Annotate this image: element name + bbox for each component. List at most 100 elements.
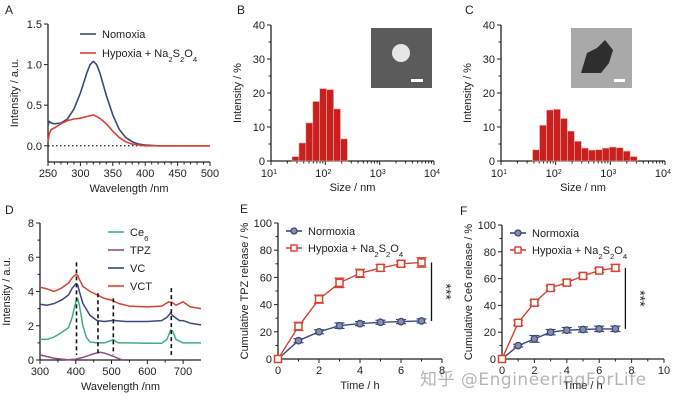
histogram-bar: [305, 122, 314, 162]
data-point: [513, 318, 523, 328]
x-tick-label: 700: [174, 366, 192, 378]
x-tick-label: 4: [564, 365, 570, 377]
x-tick-label: 101: [261, 168, 277, 180]
data-point: [594, 266, 604, 275]
panel-label: D: [5, 203, 14, 217]
histogram-bar: [567, 130, 575, 162]
data-point: [530, 298, 539, 307]
y-tick-label: 20: [484, 327, 496, 339]
data-point: [417, 317, 426, 325]
panel-label: A: [5, 3, 13, 17]
histogram-bar: [608, 146, 617, 162]
data-point: [314, 294, 324, 304]
data-point: [376, 263, 385, 273]
histogram-bar: [574, 140, 582, 162]
y-tick-label: 0: [259, 156, 265, 168]
y-tick-label: 40: [260, 300, 272, 312]
x-tick-label: 6: [398, 365, 404, 377]
x-tick-label: 350: [104, 168, 122, 180]
histogram-bar: [312, 101, 321, 162]
y-tick-label: 100: [478, 220, 496, 232]
x-tick-label: 102: [315, 168, 331, 180]
legend-marker: [514, 246, 522, 254]
x-axis-label: Size / nm: [330, 182, 376, 194]
x-tick-label: 4: [357, 365, 363, 377]
histogram-bar: [291, 156, 300, 162]
x-tick-label: 102: [546, 168, 562, 180]
data-point: [397, 317, 405, 326]
x-axis-label: Time / h: [340, 380, 379, 392]
y-tick-label: 8: [28, 218, 34, 230]
x-tick-label: 600: [138, 366, 156, 378]
scale-bar: [614, 79, 625, 82]
y-axis-label: Cumulative TPZ release / %: [239, 222, 251, 359]
data-point: [530, 335, 539, 343]
x-tick-label: 500: [201, 168, 219, 180]
series-line: [39, 273, 202, 310]
histogram-bar: [333, 108, 341, 162]
data-point: [595, 324, 604, 333]
histogram-bar: [629, 156, 638, 162]
x-axis-label: Size / nm: [560, 182, 606, 194]
panel-label: F: [460, 204, 467, 218]
panel-label: C: [465, 3, 474, 17]
histogram-bar: [298, 142, 307, 162]
y-tick-label: 0.5: [27, 100, 42, 112]
legend-label: TPZ: [130, 245, 151, 257]
y-tick-label: 1.0: [27, 60, 42, 72]
y-tick-label: 10: [253, 122, 265, 134]
data-point: [546, 283, 555, 293]
data-point: [294, 336, 303, 345]
y-tick-label: 20: [253, 88, 265, 100]
y-tick-label: 60: [484, 274, 496, 286]
y-tick-label: 0: [266, 354, 272, 366]
data-point: [417, 258, 426, 267]
tem-particle: [392, 44, 410, 62]
x-tick-label: 450: [168, 168, 186, 180]
x-tick-label: 0: [499, 365, 505, 377]
y-tick-label: 30: [483, 54, 495, 66]
legend-label: Hypoxia + Na2S2O4: [308, 243, 404, 259]
data-point: [514, 341, 523, 350]
y-tick-label: 30: [253, 54, 265, 66]
series-line: [47, 60, 210, 147]
panel-c: C 0 10 20 30 40 101 102 103 104 Size / nm Intensity…: [462, 3, 671, 194]
data-point: [611, 263, 620, 273]
data-point: [355, 269, 365, 278]
series-line: [39, 283, 202, 326]
x-tick-label: 2: [531, 365, 537, 377]
y-tick-label: 40: [253, 20, 265, 32]
x-axis-label: Wavelength /nm: [89, 183, 168, 195]
y-tick-label: 0: [489, 156, 495, 168]
y-tick-label: 20: [483, 88, 495, 100]
x-tick-label: 6: [596, 365, 602, 377]
y-axis-label: Intensity / a.u.: [9, 59, 21, 127]
legend-marker: [290, 244, 298, 252]
x-tick-label: 8: [629, 365, 635, 377]
series-line: [277, 261, 422, 360]
panel-d: D 0 2 4 6 8 300 400 500 600 700 Wavelength /nm Inten…: [1, 203, 202, 393]
x-tick-label: 250: [39, 168, 57, 180]
data-point: [579, 325, 587, 334]
y-tick-label: 0: [28, 355, 34, 367]
histogram-bar: [581, 147, 589, 162]
y-tick-label: 100: [254, 218, 272, 230]
x-axis-label: Time / h: [563, 380, 602, 392]
data-point: [562, 278, 572, 287]
legend-marker: [514, 229, 522, 237]
data-point: [562, 326, 571, 335]
significance-label: ***: [439, 284, 455, 301]
x-tick-label: 300: [31, 366, 49, 378]
legend-label: Normoxia: [532, 228, 580, 240]
y-axis-label: Intensity / %: [462, 63, 474, 123]
panel-label: B: [237, 3, 245, 17]
y-tick-label: 40: [483, 20, 495, 32]
histogram-bar: [588, 149, 596, 162]
x-axis-label: Wavelength /nm: [81, 381, 160, 393]
significance-label: ***: [632, 290, 648, 307]
y-tick-label: 80: [484, 247, 496, 259]
legend-label: Normoxia: [308, 226, 356, 238]
data-point: [497, 354, 507, 364]
data-point: [546, 328, 555, 337]
